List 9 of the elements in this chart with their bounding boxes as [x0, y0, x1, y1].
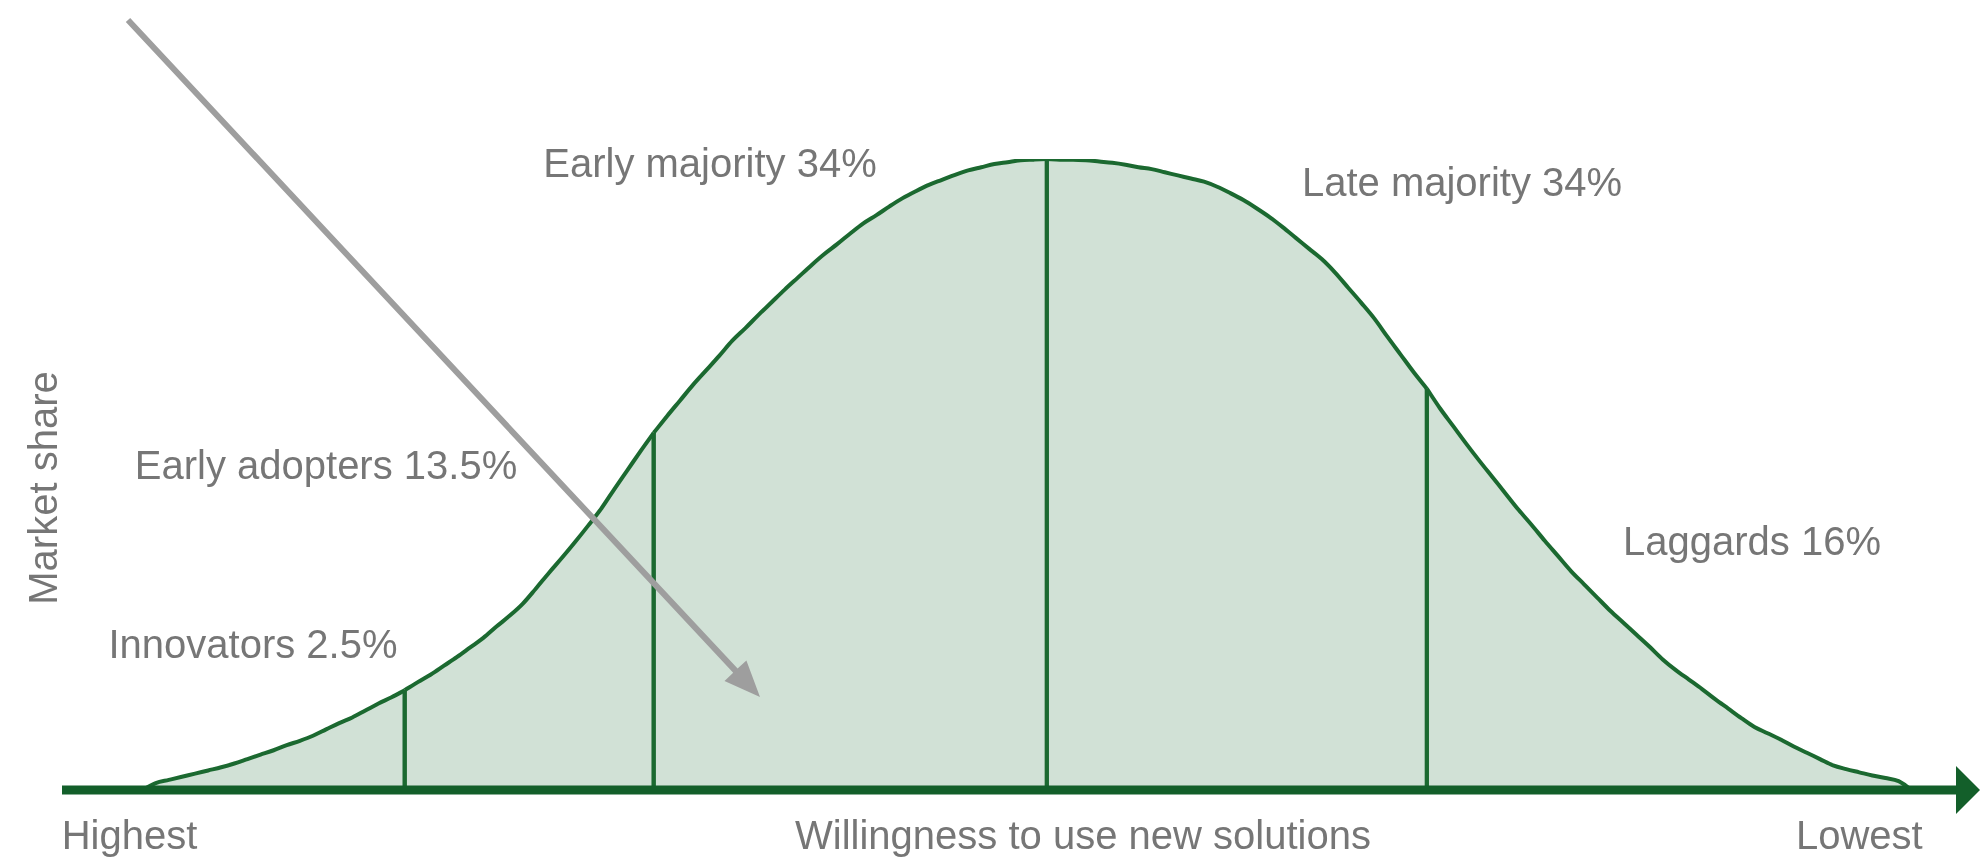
annotation: Laggards 16%	[1623, 519, 1881, 564]
annotation: Innovators 2.5%	[108, 622, 398, 667]
annotation: Late majority 34%	[1301, 160, 1623, 205]
annotation: Early adopters 13.5%	[134, 443, 518, 488]
x-tick-label: Highest	[61, 813, 198, 858]
x-axis-title: Willingness to use new solutions	[795, 813, 1371, 858]
annotation: Early majority 34%	[543, 141, 877, 186]
y-axis-title: Market share	[21, 371, 66, 605]
x-tick-label: Lowest	[1795, 813, 1923, 858]
